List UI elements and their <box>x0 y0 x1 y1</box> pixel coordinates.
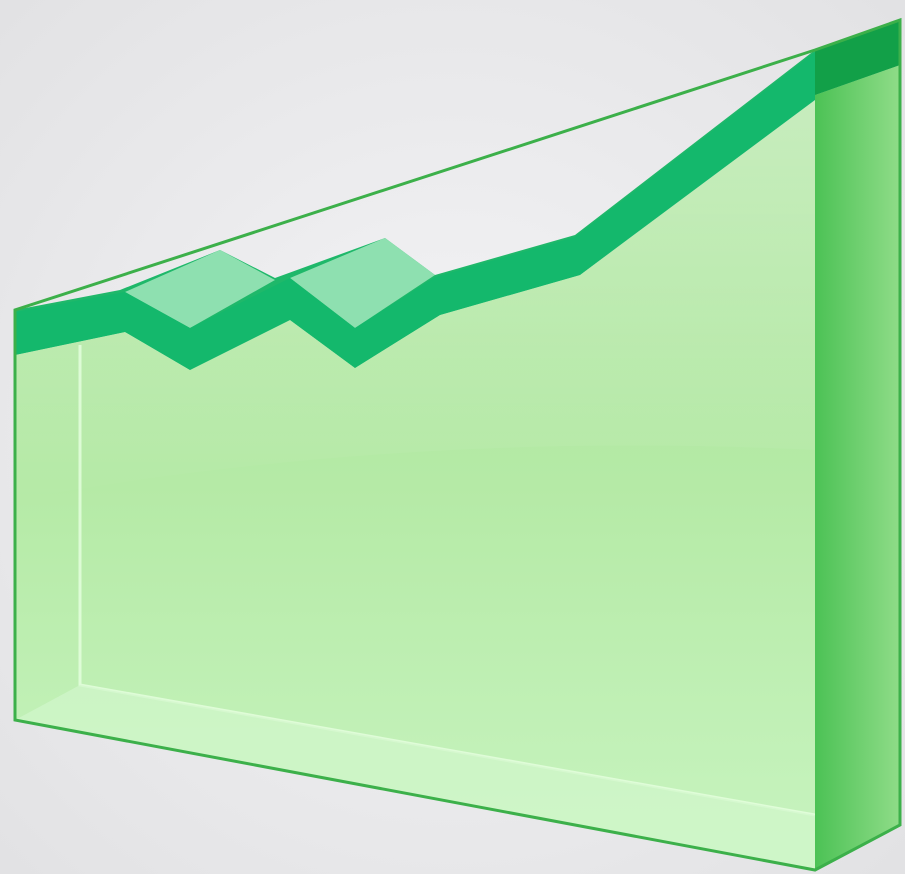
line-band-facet <box>290 238 435 328</box>
line-band-facet <box>125 250 275 328</box>
outline <box>13 17 902 872</box>
area-side <box>815 65 900 870</box>
gloss <box>15 100 815 500</box>
bottom-face <box>15 685 815 870</box>
side-top <box>815 20 900 95</box>
line-band-front <box>15 52 815 370</box>
